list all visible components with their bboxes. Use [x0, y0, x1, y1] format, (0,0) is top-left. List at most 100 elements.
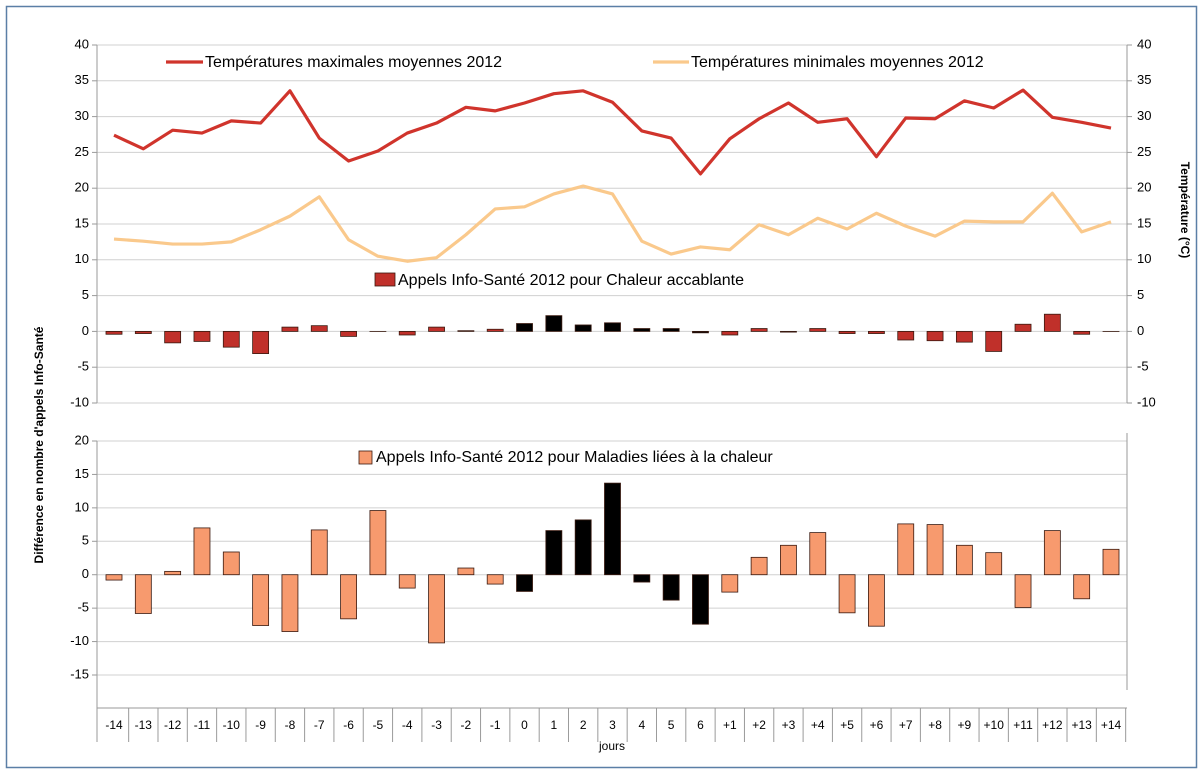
y2-tick-label: 10	[1137, 251, 1151, 266]
bar	[252, 330, 270, 354]
x-tick-label: -9	[255, 718, 266, 732]
bar	[310, 529, 328, 576]
y2-axis-label: Température (°C)	[1178, 162, 1192, 259]
bar	[1073, 574, 1091, 600]
x-tick-label: 3	[609, 718, 616, 732]
bar	[985, 552, 1003, 576]
x-tick-label: 0	[521, 718, 528, 732]
bar	[398, 330, 416, 336]
bar	[222, 551, 240, 576]
bar	[164, 330, 182, 344]
x-tick-label: +7	[899, 718, 913, 732]
x-tick-label: 5	[668, 718, 675, 732]
bar	[750, 328, 768, 332]
legend-label: Températures maximales moyennes 2012	[205, 54, 502, 71]
bar	[985, 330, 1003, 352]
bar	[604, 482, 621, 576]
x-tick-label: -8	[285, 718, 296, 732]
y-tick-label: -10	[70, 394, 89, 409]
y-tick-label: 5	[82, 533, 89, 548]
bar	[428, 574, 445, 644]
bar	[105, 330, 123, 335]
x-tick-label: -6	[343, 718, 354, 732]
y-tick-label: 10	[75, 499, 89, 514]
bar	[780, 544, 797, 576]
y-tick-label: -5	[77, 359, 89, 374]
y2-tick-label: 40	[1137, 36, 1151, 51]
y-tick-label: 0	[82, 323, 89, 338]
bar	[1014, 323, 1032, 332]
line-series	[113, 88, 1112, 176]
y2-tick-label: -10	[1137, 394, 1156, 409]
x-tick-label: -3	[431, 718, 442, 732]
bar	[340, 330, 357, 337]
x-tick-label: -10	[223, 718, 241, 732]
bar	[486, 574, 504, 585]
y2-tick-label: 5	[1137, 287, 1144, 302]
bar	[398, 574, 416, 589]
bar	[428, 326, 445, 332]
x-tick-label: -1	[490, 718, 501, 732]
x-tick-label: 6	[697, 718, 704, 732]
bar	[926, 330, 944, 342]
bar	[780, 330, 797, 333]
x-tick-label: +5	[840, 718, 854, 732]
bar	[662, 574, 680, 601]
x-tick-label: 2	[580, 718, 587, 732]
bar	[222, 330, 240, 348]
x-tick-label: -12	[164, 718, 182, 732]
y2-tick-label: 20	[1137, 180, 1151, 195]
y-tick-label: 25	[75, 144, 89, 159]
y-axis-label: Différence en nombre d'appels Info-Santé	[32, 326, 46, 563]
y-tick-label: 35	[75, 72, 89, 87]
bar	[281, 574, 299, 632]
y-tick-label: 15	[75, 215, 89, 230]
x-tick-label: +12	[1042, 718, 1063, 732]
bar	[1014, 574, 1032, 608]
x-tick-label: +9	[958, 718, 972, 732]
y-tick-label: 0	[82, 566, 89, 581]
x-axis-label: jours	[598, 739, 625, 753]
bar	[838, 574, 856, 614]
y-tick-label: 20	[75, 180, 89, 195]
bar	[633, 328, 651, 332]
bar	[838, 330, 856, 334]
bar	[545, 530, 563, 576]
x-tick-label: +2	[752, 718, 766, 732]
x-tick-label: -4	[402, 718, 413, 732]
y2-tick-label: 35	[1137, 72, 1151, 87]
bar	[486, 328, 504, 332]
x-tick-label: 4	[638, 718, 645, 732]
y-tick-label: 40	[75, 36, 89, 51]
bar	[809, 328, 827, 332]
bar	[868, 574, 885, 627]
x-tick-label: -5	[373, 718, 384, 732]
bar	[1043, 313, 1061, 332]
chart-border	[5, 5, 1198, 769]
bar	[310, 325, 328, 332]
bar	[164, 570, 182, 576]
x-tick-label: +11	[1013, 718, 1033, 732]
y2-tick-label: 30	[1137, 108, 1151, 123]
x-tick-label: -11	[194, 718, 211, 732]
bar	[252, 574, 270, 626]
legend-swatch	[374, 272, 396, 287]
x-tick-label: +14	[1101, 718, 1122, 732]
bar	[1102, 548, 1120, 576]
legend-label: Appels Info-Santé 2012 pour Chaleur acca…	[398, 272, 744, 289]
bar	[692, 330, 709, 334]
bar	[134, 574, 152, 614]
y2-tick-label: 0	[1137, 323, 1144, 338]
y2-tick-label: 15	[1137, 215, 1151, 230]
y-tick-label: 15	[75, 466, 89, 481]
y-tick-label: -15	[70, 666, 89, 681]
bar	[750, 556, 768, 576]
bar	[1073, 330, 1091, 335]
y-tick-label: 20	[75, 432, 89, 447]
bar	[809, 532, 827, 576]
bar	[604, 322, 621, 332]
legend-swatch	[358, 450, 373, 465]
bar	[574, 519, 592, 576]
bar	[926, 524, 944, 576]
